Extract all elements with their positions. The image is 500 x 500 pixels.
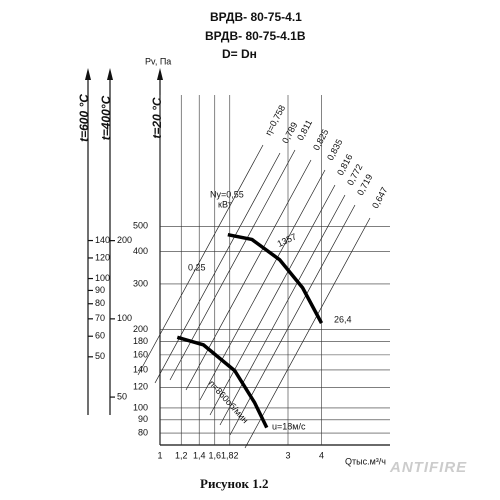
y-axis-label: Pv, Па [145, 56, 171, 66]
y-tick-label: 140 [133, 364, 148, 374]
axis-arrow [157, 68, 163, 80]
efficiency-line [154, 152, 281, 384]
caption: Рисунок 1.2 [200, 476, 269, 491]
annotation: Ny=0,55 [210, 189, 244, 199]
tick-label: 80 [95, 298, 105, 308]
axis-title: t=600 °C [77, 94, 91, 142]
fan-curve [176, 335, 269, 429]
axis-arrow [107, 68, 113, 80]
chart-subtitle: D= Dн [222, 47, 257, 61]
tick-label: 60 [95, 331, 105, 341]
y-tick-label: 500 [133, 221, 148, 231]
efficiency-line [209, 184, 336, 416]
efficiency-label: 0,825 [311, 127, 330, 152]
tick-label: 50 [95, 351, 105, 361]
x-tick-label: 1,82 [221, 450, 239, 460]
tick-label: 200 [117, 235, 132, 245]
efficiency-line [219, 194, 346, 426]
x-tick-label: 1 [157, 450, 162, 460]
chart-title: ВРДВ- 80-75-4.1 [210, 10, 302, 24]
axis-arrow [85, 68, 91, 80]
annotation: кВт [218, 199, 232, 209]
x-tick-label: 4 [319, 450, 324, 460]
y-tick-label: 300 [133, 278, 148, 288]
efficiency-line [244, 217, 371, 449]
x-tick-label: 1,4 [193, 450, 206, 460]
efficiency-line [137, 144, 264, 376]
curve-label: 1357 [276, 231, 298, 249]
annotation: 26,4 [334, 314, 352, 324]
x-tick-label: 1,6 [209, 450, 222, 460]
chart-subtitle: ВРДВ- 80-75-4.1В [205, 29, 306, 43]
tick-label: 100 [117, 313, 132, 323]
tick-label: 140 [95, 235, 110, 245]
tick-label: 50 [117, 391, 127, 401]
tick-label: 70 [95, 313, 105, 323]
x-tick-label: 3 [285, 450, 290, 460]
y-tick-label: 200 [133, 324, 148, 334]
axis-title: t=400°C [99, 95, 113, 140]
y-tick-label: 120 [133, 382, 148, 392]
y-tick-label: 80 [138, 427, 148, 437]
x-axis-label: Qтыс.м³/ч [345, 456, 386, 466]
y-tick-label: 400 [133, 246, 148, 256]
y-tick-label: 160 [133, 349, 148, 359]
y-tick-label: 90 [138, 414, 148, 424]
tick-label: 100 [95, 273, 110, 283]
efficiency-label: 0,811 [295, 118, 314, 142]
watermark: ANTIFIRE [389, 459, 467, 476]
tick-label: 120 [95, 252, 110, 262]
annotation: u=18м/с [272, 421, 306, 431]
y-tick-label: 100 [133, 402, 148, 412]
fan-curve [227, 232, 324, 324]
efficiency-line [185, 159, 312, 391]
y-tick-label: 180 [133, 336, 148, 346]
axis-title: t=20 °C [150, 97, 164, 138]
efficiency-line [199, 169, 326, 401]
tick-label: 90 [95, 285, 105, 295]
x-tick-label: 1,2 [175, 450, 188, 460]
efficiency-label: 0,647 [370, 185, 389, 210]
